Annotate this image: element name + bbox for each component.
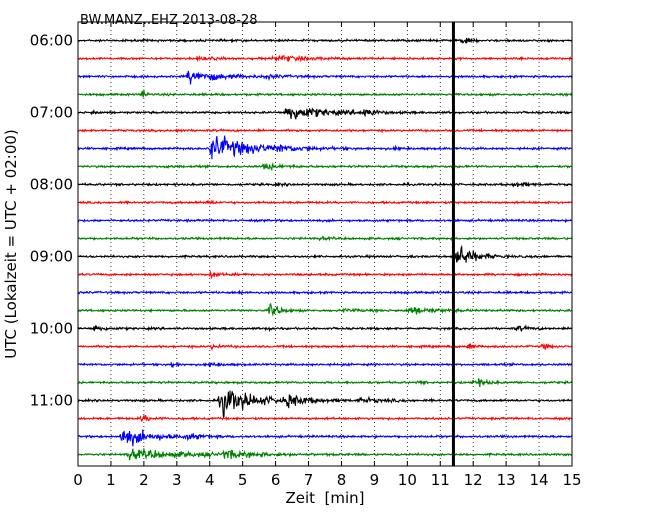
y-tick-label: 07:00 xyxy=(30,104,73,122)
y-tick-label: 09:00 xyxy=(30,248,73,266)
x-tick-label: 3 xyxy=(172,471,182,489)
x-tick-label: 5 xyxy=(238,471,248,489)
x-tick-label: 9 xyxy=(370,471,380,489)
trace-1115 xyxy=(77,413,573,423)
trace-0600 xyxy=(77,37,573,45)
trace-0845 xyxy=(77,235,573,242)
x-tick-label: 14 xyxy=(530,471,549,489)
x-tick-label: 4 xyxy=(205,471,215,489)
trace-0645 xyxy=(77,89,573,98)
x-tick-label: 6 xyxy=(271,471,281,489)
trace-0930 xyxy=(77,289,573,296)
x-tick-label: 0 xyxy=(73,471,83,489)
trace-group xyxy=(77,37,573,461)
trace-1145 xyxy=(77,448,573,461)
x-tick-label: 15 xyxy=(562,471,581,489)
trace-1015 xyxy=(77,342,573,351)
x-tick-label: 10 xyxy=(398,471,417,489)
trace-0915 xyxy=(77,269,573,280)
trace-1000 xyxy=(77,324,573,333)
y-tick-label: 11:00 xyxy=(30,392,73,410)
trace-1100 xyxy=(77,390,573,418)
y-axis-label: UTC (Lokalzeit = UTC + 02:00) xyxy=(2,129,20,359)
trace-1030 xyxy=(77,361,573,369)
trace-0615 xyxy=(77,54,573,63)
x-tick-label: 12 xyxy=(464,471,483,489)
y-tick-label: 06:00 xyxy=(30,32,73,50)
x-tick-label: 8 xyxy=(337,471,347,489)
trace-1045 xyxy=(77,378,573,387)
trace-0700 xyxy=(77,107,573,120)
trace-0815 xyxy=(77,199,573,206)
x-tick-label: 11 xyxy=(431,471,450,489)
x-tick-label: 2 xyxy=(139,471,149,489)
chart-title: BW.MANZ..EHZ 2013-08-28 xyxy=(80,13,258,28)
y-axis-ticks: 06:00 07:00 08:00 09:00 10:00 11:00 xyxy=(30,32,572,410)
trace-0745 xyxy=(77,161,573,172)
trace-0830 xyxy=(77,217,573,224)
y-tick-label: 10:00 xyxy=(30,320,73,338)
trace-0715 xyxy=(77,127,573,134)
trace-0800 xyxy=(77,181,573,188)
x-axis-label: Zeit [min] xyxy=(285,489,364,507)
trace-0900 xyxy=(77,244,573,263)
trace-0730 xyxy=(77,135,573,160)
y-tick-label: 08:00 xyxy=(30,176,73,194)
plot-frame xyxy=(77,21,573,467)
trace-0630 xyxy=(77,70,573,85)
x-tick-label: 7 xyxy=(304,471,314,489)
x-tick-label: 13 xyxy=(497,471,516,489)
trace-0945 xyxy=(77,302,573,317)
x-tick-label: 1 xyxy=(106,471,116,489)
x-axis-ticks: 0 1 2 3 4 5 6 7 8 9 10 11 12 13 14 15 xyxy=(73,22,582,489)
trace-1130 xyxy=(77,429,573,447)
